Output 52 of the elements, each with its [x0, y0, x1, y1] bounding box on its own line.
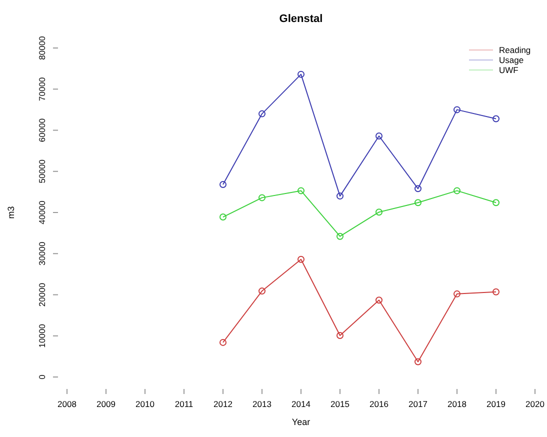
y-tick-label: 40000: [37, 200, 47, 224]
point: [414, 199, 422, 206]
point: [376, 132, 382, 140]
point: [414, 185, 422, 192]
x-tick-label: 2014: [292, 399, 311, 409]
y-tick-label: 70000: [37, 77, 47, 101]
x-tick-label: 2017: [408, 399, 428, 409]
y-tick-label: 30000: [37, 242, 47, 266]
x-tick-label: 2013: [252, 399, 272, 409]
point: [492, 199, 500, 206]
x-tick-label: 2008: [58, 399, 77, 409]
legend-label: Reading: [499, 45, 531, 55]
point: [492, 288, 500, 296]
x-tick-label: 2015: [330, 399, 350, 409]
point: [454, 290, 460, 298]
point: [298, 256, 304, 263]
point: [220, 338, 226, 346]
legend-label: UWF: [499, 65, 518, 75]
point: [376, 208, 382, 216]
point: [220, 214, 226, 221]
point: [220, 181, 226, 188]
point: [376, 296, 382, 304]
point: [298, 70, 304, 78]
x-tick-label: 2020: [526, 399, 545, 409]
x-tick-label: 2011: [174, 399, 194, 409]
point: [336, 332, 344, 339]
y-tick-label: 20000: [37, 282, 47, 307]
x-axis-title: Year: [292, 417, 310, 427]
point: [336, 192, 344, 200]
y-tick-label: 60000: [37, 118, 47, 142]
point: [258, 194, 266, 202]
x-tick-label: 2012: [214, 399, 233, 409]
point: [258, 110, 266, 118]
x-tick-label: 2019: [486, 399, 506, 409]
legend-label: Usage: [499, 55, 524, 65]
y-tick-label: 0: [37, 374, 47, 380]
point: [492, 115, 500, 122]
y-axis-title: m3: [6, 206, 16, 219]
y-tick-label: 10000: [37, 324, 47, 348]
chart-title: Glenstal: [279, 13, 323, 25]
point: [454, 106, 460, 114]
point: [258, 288, 266, 295]
x-tick-label: 2018: [448, 399, 467, 409]
x-tick-label: 2009: [96, 399, 116, 409]
y-tick-label: 50000: [37, 159, 47, 184]
point: [454, 187, 460, 194]
point: [414, 358, 422, 366]
point: [336, 232, 344, 240]
y-tick-label: 80000: [37, 36, 47, 60]
point: [298, 187, 304, 194]
x-tick-label: 2016: [370, 399, 389, 409]
x-tick-label: 2010: [136, 399, 155, 409]
